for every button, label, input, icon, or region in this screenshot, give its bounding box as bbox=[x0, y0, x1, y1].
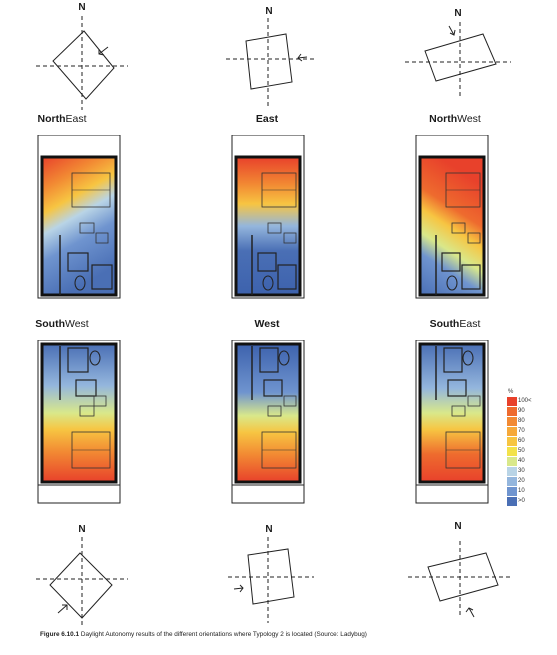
legend-label: 50 bbox=[518, 448, 525, 454]
legend-swatch bbox=[507, 457, 517, 466]
legend-label: 100< bbox=[518, 398, 532, 404]
compass-n-label: N bbox=[265, 6, 273, 17]
legend-swatch bbox=[507, 447, 517, 456]
compass-n-label: N bbox=[454, 8, 462, 19]
orientation-title-west: West bbox=[254, 318, 280, 330]
building-footprint-northwest bbox=[405, 22, 511, 98]
figure-caption: Figure 6.10.1 Daylight Autonomy results … bbox=[40, 631, 367, 638]
bottom-compass-diagrams bbox=[36, 537, 512, 627]
compass-n-label: N bbox=[454, 521, 462, 532]
building-footprint-southwest bbox=[36, 537, 128, 627]
compass-n-label: N bbox=[265, 524, 273, 535]
orientation-title-southwest: SouthWest bbox=[35, 318, 89, 330]
legend-swatch bbox=[507, 467, 517, 476]
legend-swatch bbox=[507, 417, 517, 426]
legend-label: 90 bbox=[518, 408, 525, 414]
building-footprint-east bbox=[226, 18, 314, 108]
legend-label: 10 bbox=[518, 488, 525, 494]
orientation-title-southeast: SouthEast bbox=[429, 318, 481, 330]
legend-label: 20 bbox=[518, 478, 525, 484]
legend-label: 30 bbox=[518, 468, 525, 474]
building-footprint-west bbox=[228, 537, 314, 623]
orientation-title-northwest: NorthWest bbox=[429, 113, 481, 125]
legend-label: 70 bbox=[518, 428, 525, 434]
plan-east bbox=[231, 135, 305, 299]
building-footprint-northeast bbox=[36, 16, 128, 110]
legend-label: 80 bbox=[518, 418, 525, 424]
legend-unit: % bbox=[508, 389, 514, 395]
bottom-heatmap-plans bbox=[37, 340, 489, 504]
legend-swatch bbox=[507, 487, 517, 496]
compass-n-label: N bbox=[78, 524, 86, 535]
legend-swatch bbox=[507, 407, 517, 416]
legend-swatch bbox=[507, 437, 517, 446]
top-heatmap-plans bbox=[37, 135, 489, 299]
plan-southeast bbox=[415, 340, 489, 504]
plan-northwest bbox=[415, 135, 489, 299]
orientation-title-east: East bbox=[255, 113, 279, 125]
legend-swatch bbox=[507, 497, 517, 506]
legend-swatch bbox=[507, 427, 517, 436]
legend-label: >0 bbox=[518, 498, 525, 504]
orientation-title-northeast: NorthEast bbox=[37, 113, 87, 125]
legend-swatch bbox=[507, 397, 517, 406]
plan-west bbox=[231, 340, 305, 504]
building-footprint-southeast bbox=[408, 541, 512, 618]
legend-swatch bbox=[507, 477, 517, 486]
legend-label: 60 bbox=[518, 438, 525, 444]
legend-label: 40 bbox=[518, 458, 525, 464]
top-compass-diagrams bbox=[36, 16, 511, 110]
plan-southwest bbox=[37, 340, 121, 504]
compass-n-label: N bbox=[78, 2, 86, 13]
plan-northeast bbox=[37, 135, 121, 299]
